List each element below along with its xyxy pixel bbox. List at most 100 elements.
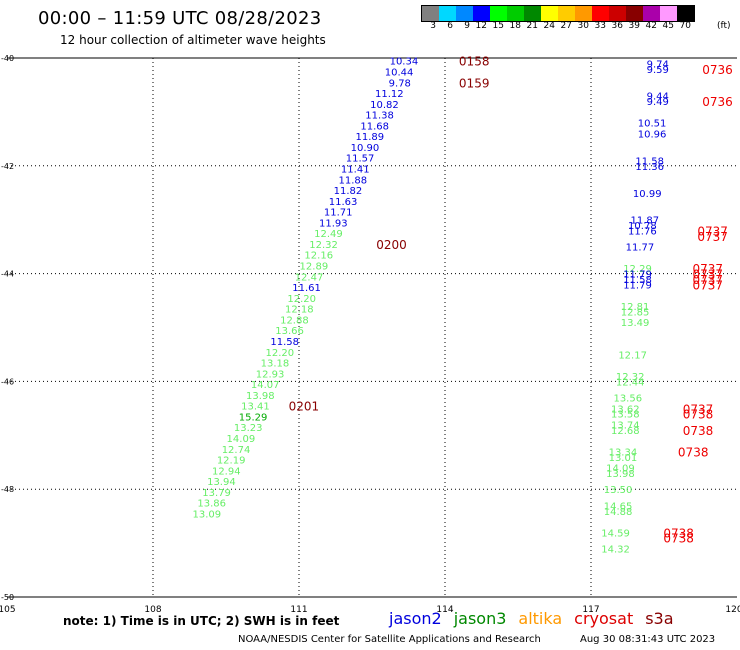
pass-time-label: 0158 [459,55,490,69]
pass-time-label: 0201 [289,400,320,414]
colorbar-swatch [507,6,524,21]
colorbar-label: 27 [560,21,572,31]
colorbar-label: 6 [447,21,453,31]
swh-value-label: 12.85 [621,307,650,318]
swh-value-label: 13.74 [611,421,640,432]
footnote: note: 1) Time is in UTC; 2) SWH is in fe… [63,614,340,628]
swh-value-label: 12.18 [285,305,314,316]
swh-value-label: 11.68 [360,121,389,132]
swh-value-label: 12.93 [256,369,285,380]
swh-value-label: 13.23 [234,423,263,434]
swh-value-label: 10.96 [638,129,667,140]
x-tick-label: 108 [144,605,161,615]
swh-value-label: 9.74 [647,59,669,70]
y-tick-label: -48 [1,485,14,494]
swh-value-label: 11.63 [329,197,358,208]
swh-value-label: 11.79 [623,280,652,291]
colorbar-label: 9 [464,21,470,31]
colorbar-swatch [592,6,609,21]
swh-value-label: 13.98 [246,391,275,402]
swh-value-label: 11.93 [319,218,348,229]
swh-value-label: 12.74 [222,445,251,456]
swh-value-label: 11.77 [626,243,655,254]
colorbar-swatch [541,6,558,21]
swh-value-label: 12.49 [314,229,343,240]
y-tick-label: -46 [1,377,14,386]
swh-value-label: 11.79 [623,270,652,281]
pass-time-label: 0737 [697,230,728,244]
swh-value-label: 11.71 [324,208,353,219]
colorbar-swatch [524,6,541,21]
colorbar-label: 3 [430,21,436,31]
swh-value-label: 10.34 [390,57,419,68]
colorbar-swatch [677,6,694,21]
swh-value-label: 13.41 [241,402,270,413]
swh-value-label: 12.81 [621,302,650,313]
pass-time-label: 0737 [693,262,724,276]
swh-value-label: 12.20 [265,348,294,359]
swh-value-label: 12.89 [300,262,329,273]
pass-time-label: 0200 [376,238,407,252]
swh-value-label: 15.29 [239,412,268,423]
page-title: 00:00 – 11:59 UTC 08/28/2023 [38,8,322,29]
colorbar-swatch [575,6,592,21]
pass-time-label: 0736 [702,95,733,109]
colorbar-swatch [473,6,490,21]
pass-time-label: 0737 [693,278,724,292]
pass-time-label: 0738 [678,445,709,459]
credit-line: NOAA/NESDIS Center for Satellite Applica… [238,634,541,645]
legend-cryosat: cryosat [574,609,634,628]
swh-value-label: 13.18 [261,359,290,370]
swh-value-label: 11.87 [630,216,659,227]
swh-value-label: 14.32 [601,544,630,555]
x-tick-label: 111 [290,605,307,615]
swh-value-label: 11.57 [346,154,375,165]
pass-time-label: 0737 [693,273,724,287]
swh-value-label: 12.32 [309,240,338,251]
swh-value-label: 12.32 [616,372,645,383]
colorbar-label: 36 [611,21,623,31]
swh-value-label: 12.68 [611,426,640,437]
swh-value-label: 12.19 [217,456,246,467]
x-tick-label: 105 [0,605,16,615]
pass-time-label: 0737 [697,224,728,238]
swh-value-label: 13.58 [611,410,640,421]
swh-value-label: 13.09 [192,509,221,520]
swh-value-label: 14.09 [606,464,635,475]
colorbar-label: 70 [679,21,691,31]
swh-value-label: 13.50 [604,485,633,496]
colorbar-swatch [558,6,575,21]
pass-time-label: 0736 [702,63,733,77]
swh-value-label: 9.44 [647,92,669,103]
colorbar-swatch [439,6,456,21]
x-tick-label: 120 [725,605,740,615]
colorbar-swatch [456,6,473,21]
swh-value-label: 11.58 [635,156,664,167]
swh-value-label: 11.88 [338,175,367,186]
swh-value-label: 14.07 [251,380,280,391]
swh-value-label: 10.90 [351,143,380,154]
swh-value-label: 12.88 [280,315,309,326]
pass-time-label: 0737 [693,268,724,282]
swh-value-label: 14.65 [604,501,633,512]
x-tick-label: 114 [436,605,453,615]
swh-value-label: 12.47 [295,272,324,283]
swh-value-label: 11.41 [341,164,370,175]
swh-value-label: 12.17 [618,350,647,361]
colorbar-label: 33 [594,21,606,31]
legend-s3a: s3a [645,609,674,628]
colorbar-unit: (ft) [717,21,731,31]
colorbar [421,5,695,22]
colorbar-label: 42 [645,21,657,31]
swh-value-label: 10.51 [638,119,667,130]
legend-jason3: jason3 [453,609,507,628]
swh-value-label: 11.82 [334,186,363,197]
swh-value-label: 11.89 [356,132,385,143]
colorbar-swatch [643,6,660,21]
swh-value-label: 10.44 [385,67,414,78]
swh-value-label: 12.16 [304,251,333,262]
colorbar-label: 24 [543,21,555,31]
swh-value-label: 10.78 [628,221,657,232]
colorbar-swatch [609,6,626,21]
swh-value-label: 12.29 [623,264,652,275]
